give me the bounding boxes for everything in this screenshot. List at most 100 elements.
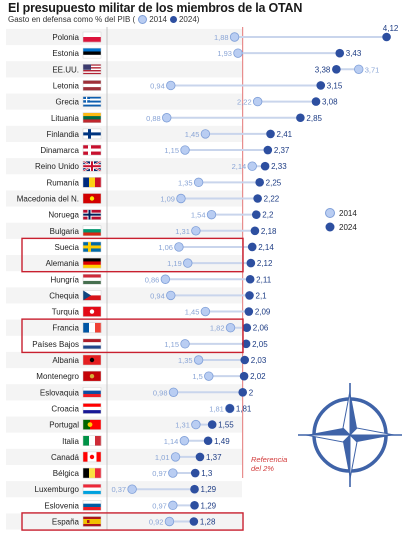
value-label-2014: 0,37 <box>111 485 126 494</box>
value-label-2024: 2,14 <box>258 243 274 252</box>
dot-2014 <box>191 419 201 430</box>
value-label-2014: 1,35 <box>178 356 193 365</box>
value-label-2024: 2,22 <box>264 195 280 204</box>
row-paises-bajos: Países Bajos 1,15 2,05 <box>32 338 268 350</box>
value-label-2024: 2,09 <box>255 308 271 317</box>
legend-2024-dot <box>325 222 335 232</box>
dot-2024 <box>263 145 273 155</box>
row-ee-uu: EE.UU. 3,71 3,38 <box>52 64 379 75</box>
row-background <box>6 158 242 175</box>
country-label: Eslovaquia <box>40 388 80 397</box>
row-background <box>6 384 242 401</box>
row-luxemburgo: Luxemburgo 0,37 1,29 <box>35 483 217 495</box>
dot-2024 <box>190 468 200 478</box>
dot-2014 <box>225 323 236 333</box>
dot-2024 <box>245 274 255 284</box>
value-label-2014: 0,86 <box>145 275 160 284</box>
value-label-2024: 2,02 <box>250 372 266 381</box>
value-label-2024: 1,81 <box>236 404 252 413</box>
dot-2024 <box>195 452 205 462</box>
row-rumania: Rumanía 1,35 2,25 <box>47 177 282 188</box>
dot-2024 <box>238 388 248 397</box>
value-label-2024: 2,03 <box>251 356 267 365</box>
row-background <box>6 255 242 272</box>
legend-2014-dot <box>325 208 335 218</box>
dot-2014 <box>247 161 257 171</box>
dot-2014 <box>180 339 190 349</box>
dot-2014 <box>200 129 211 139</box>
dot-2024 <box>255 178 264 187</box>
row-macedonia-del-n: Macedonia del N. 1,09 2,22 <box>17 193 280 204</box>
nato-compass-icon <box>298 383 402 487</box>
dot-2014 <box>354 64 364 75</box>
value-label-2014: 1,09 <box>160 195 175 204</box>
legend-2024-label: 2024 <box>339 223 357 232</box>
value-label-2014: 1,45 <box>185 130 200 139</box>
value-label-2024: 1,29 <box>201 501 217 510</box>
value-label-2024: 3,08 <box>322 98 338 107</box>
value-label-2014: 1,5 <box>192 372 202 381</box>
highlight-box <box>21 237 244 273</box>
country-label: EE.UU. <box>52 65 79 74</box>
dot-2024 <box>242 323 252 333</box>
row-background <box>6 448 242 465</box>
row-grecia: Grecia 2,22 3,08 <box>55 96 338 107</box>
value-label-2024: 1,29 <box>201 485 217 494</box>
dot-2024 <box>296 113 305 123</box>
reference-label-line1: Referencia <box>251 455 287 464</box>
dot-2014 <box>193 355 204 365</box>
country-label: Suecia <box>55 243 80 252</box>
dot-2014 <box>168 387 179 398</box>
country-label: Alemania <box>46 259 80 268</box>
country-label: Grecia <box>55 98 79 107</box>
country-label: Países Bajos <box>32 340 79 349</box>
dot-2024 <box>250 226 260 236</box>
flag-macedonia-del-n-icon <box>82 193 102 204</box>
country-label: Macedonia del N. <box>17 195 79 204</box>
value-label-2024: 1,37 <box>206 453 222 462</box>
dot-2024 <box>335 48 345 58</box>
row-eslovaquia: Eslovaquia 0,98 2 <box>40 387 254 398</box>
value-label-2024: 3,43 <box>346 49 362 58</box>
value-label-2024: 2,1 <box>256 291 268 300</box>
dot-2024 <box>251 210 261 219</box>
dot-2024 <box>245 291 254 300</box>
dot-2014 <box>127 484 137 494</box>
country-label: Turquía <box>52 308 80 317</box>
row-albania: Albania 1,35 2,03 <box>52 354 267 366</box>
value-label-2014: 1,19 <box>167 259 182 268</box>
dot-2014 <box>252 96 263 107</box>
country-label: Italia <box>62 437 79 446</box>
highlight-box <box>21 512 244 531</box>
dot-2024 <box>332 65 341 74</box>
chart-subtitle: Gasto en defensa como % del PIB ( 2014 2… <box>8 15 199 24</box>
value-label-2014: 2,14 <box>232 162 247 171</box>
value-label-2014: 2,22 <box>237 98 252 107</box>
row-portugal: Portugal 1,31 1,55 <box>49 419 234 430</box>
country-label: Letonia <box>53 81 80 90</box>
dot-2024 <box>225 404 235 413</box>
value-label-2024: 2,06 <box>253 324 269 333</box>
value-label-2014: 1,88 <box>214 33 229 42</box>
dot-2024 <box>311 97 321 106</box>
flag-eslovenia-icon <box>82 500 102 511</box>
flag-noruega-icon <box>82 209 102 220</box>
value-label-2014: 0,98 <box>153 388 168 397</box>
legend: 2014 2024 <box>325 208 357 232</box>
value-label-2014: 0,97 <box>152 501 167 510</box>
value-label-2014: 1,35 <box>178 178 193 187</box>
country-label: Luxemburgo <box>35 485 80 494</box>
subtitle-2024-dot-icon <box>169 16 177 23</box>
subtitle-suffix: ) <box>196 15 200 24</box>
value-label-2014: 1,14 <box>164 437 179 446</box>
flag-montenegro-icon <box>82 370 102 382</box>
dot-2014 <box>193 177 204 188</box>
flag-finlandia-icon <box>82 128 102 140</box>
flag-belgica-icon <box>82 467 102 479</box>
row-croacia: Croacia 1,81 1,81 <box>51 403 252 414</box>
flag-bulgaria-icon <box>82 225 102 237</box>
row-espana: España 0,92 1,28 <box>52 516 216 527</box>
row-background <box>6 319 242 336</box>
row-belgica: Bélgica 0,97 1,3 <box>53 467 213 479</box>
